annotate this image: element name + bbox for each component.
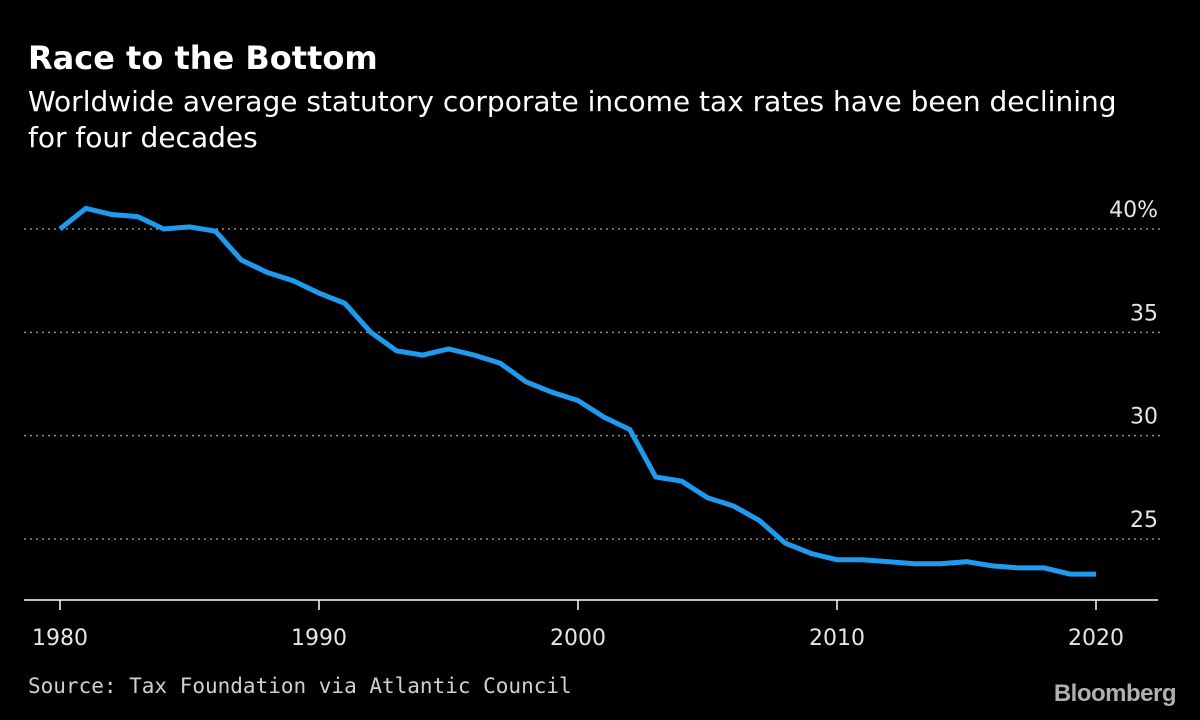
y-tick-label-35: 35 [1130,301,1158,326]
series-line-0 [58,205,1096,577]
y-tick-label-30: 30 [1130,405,1158,430]
y-tick-label-40: 40% [1109,198,1158,223]
y-tick-label-25: 25 [1130,508,1158,533]
source-note: Source: Tax Foundation via Atlantic Coun… [28,674,572,698]
x-tick-label-2000: 2000 [550,626,606,651]
x-tick-label-2020: 2020 [1068,626,1124,651]
x-tick-label-1990: 1990 [291,626,347,651]
chart-subtitle: Worldwide average statutory corporate in… [28,85,1117,154]
bloomberg-logo: Bloomberg [1053,680,1177,707]
chart-title: Race to the Bottom [28,39,378,77]
x-tick-label-1980: 1980 [32,626,88,651]
x-tick-label-2010: 2010 [809,626,865,651]
